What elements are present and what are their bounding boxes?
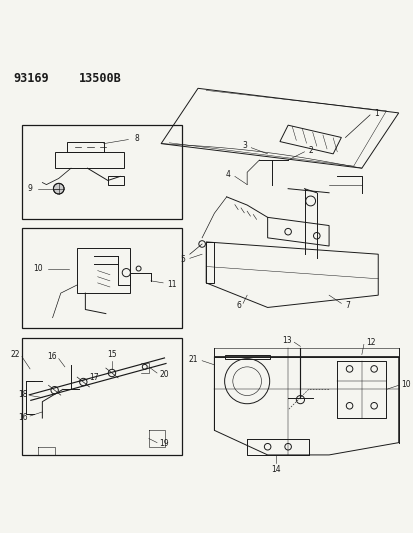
Text: 93169: 93169 bbox=[14, 72, 49, 85]
Text: 13500B: 13500B bbox=[79, 72, 122, 85]
Text: 16: 16 bbox=[47, 352, 57, 361]
Text: 13: 13 bbox=[282, 336, 292, 345]
Bar bbox=[22, 125, 181, 220]
Text: 19: 19 bbox=[159, 439, 169, 448]
Text: 11: 11 bbox=[167, 280, 176, 288]
Text: 16: 16 bbox=[18, 413, 28, 422]
Text: 5: 5 bbox=[180, 255, 185, 264]
Text: 20: 20 bbox=[159, 370, 169, 379]
Circle shape bbox=[53, 183, 64, 194]
Text: 17: 17 bbox=[89, 374, 99, 382]
Text: 1: 1 bbox=[373, 109, 378, 118]
Bar bbox=[22, 228, 181, 328]
Bar bbox=[22, 338, 181, 455]
Text: 22: 22 bbox=[10, 350, 20, 359]
Text: 21: 21 bbox=[188, 356, 197, 365]
Text: 14: 14 bbox=[271, 465, 280, 474]
Text: 2: 2 bbox=[308, 147, 313, 156]
Text: 15: 15 bbox=[107, 350, 116, 359]
Text: 18: 18 bbox=[19, 390, 28, 399]
Text: 8: 8 bbox=[134, 134, 139, 143]
Text: 7: 7 bbox=[344, 301, 349, 310]
Text: 3: 3 bbox=[242, 141, 247, 150]
Text: 10: 10 bbox=[400, 380, 409, 389]
Text: 6: 6 bbox=[235, 301, 240, 310]
Text: 9: 9 bbox=[27, 184, 32, 193]
Text: 4: 4 bbox=[225, 170, 230, 179]
Text: 10: 10 bbox=[33, 264, 42, 273]
Text: 12: 12 bbox=[365, 338, 375, 347]
